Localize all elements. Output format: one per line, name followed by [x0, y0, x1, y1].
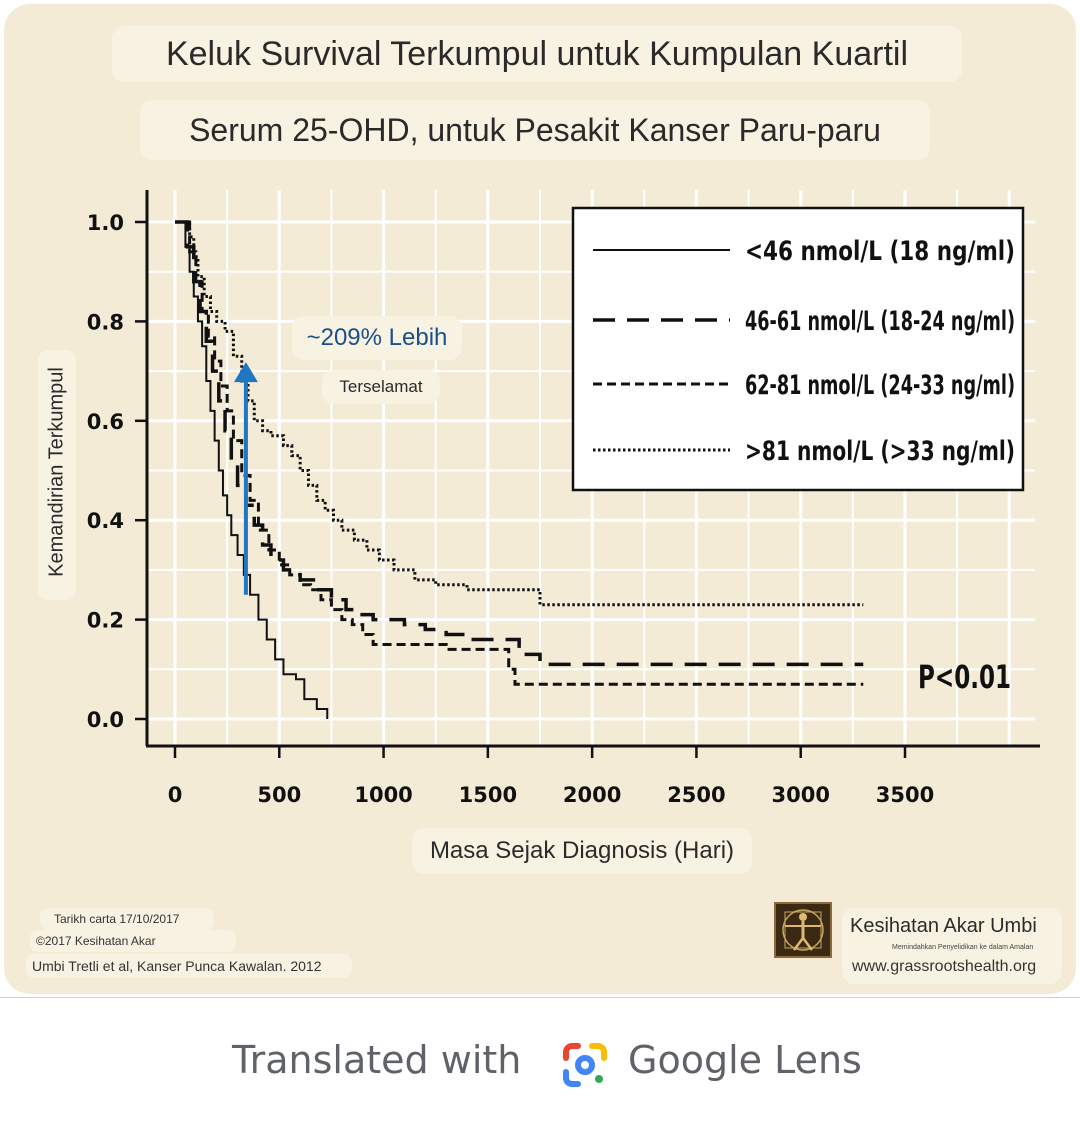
chart-subtitle: Serum 25-OHD, untuk Pesakit Kanser Paru-… — [140, 100, 930, 160]
annotation-arrow — [233, 362, 258, 595]
y-axis-label-bg — [38, 350, 76, 600]
x-tick-label: 2500 — [667, 783, 725, 807]
y-tick-label: 0.4 — [87, 509, 124, 533]
brand-panel — [842, 908, 1062, 984]
legend-label-3: 62-81 nmol/L (24-33 ng/ml) — [745, 370, 1015, 401]
x-tick-label: 1500 — [459, 783, 517, 807]
google-lens-icon — [560, 1040, 610, 1095]
y-tick-labels: 0.0 0.2 0.4 0.6 0.8 1.0 — [87, 211, 124, 732]
legend-label-2: 46-61 nmol/L (18-24 ng/ml) — [745, 306, 1015, 337]
legend-label-1: <46 nmol/L (18 ng/ml) — [745, 236, 1015, 267]
copyright: ©2017 Kesihatan Akar — [30, 930, 236, 952]
x-tick-labels: 0 500 1000 1500 2000 2500 3000 3500 — [168, 783, 935, 807]
vitruvian-man-logo-icon — [774, 902, 832, 958]
series-line-3 — [175, 220, 864, 686]
x-tick-label: 2000 — [563, 783, 621, 807]
divider — [0, 997, 1080, 998]
y-tick-label: 0.8 — [87, 310, 124, 334]
arrow-head — [233, 362, 258, 383]
lens-prefix-text: Translated with — [232, 1038, 522, 1082]
y-tick-label: 0.6 — [87, 410, 124, 434]
source-citation: Umbi Tretli et al, Kanser Punca Kawalan.… — [26, 954, 352, 978]
x-tick-label: 3000 — [771, 783, 829, 807]
annotation-main: ~209% Lebih — [292, 316, 462, 360]
y-tick-label: 0.0 — [87, 708, 124, 732]
axes — [135, 190, 1040, 758]
series-line-1 — [175, 221, 329, 719]
brand-url[interactable]: www.grassrootshealth.org — [852, 958, 1037, 975]
lens-brand-text: Google Lens — [628, 1038, 862, 1082]
legend: <46 nmol/L (18 ng/ml) 46-61 nmol/L (18-24… — [571, 206, 1025, 492]
y-axis-label: Kemandirian Terkumpul — [45, 367, 68, 577]
legend-box — [571, 206, 1025, 492]
x-axis-label: Masa Sejak Diagnosis (Hari) — [412, 828, 752, 874]
annotation-sub: Terselamat — [322, 370, 440, 404]
series-line-2 — [175, 220, 864, 667]
series-lines — [175, 220, 864, 719]
chart-date: Tarikh carta 17/10/2017 — [40, 908, 214, 930]
legend-label-4: >81 nmol/L (>33 ng/ml) — [745, 436, 1015, 467]
y-tick-label: 1.0 — [87, 211, 124, 235]
chart-title: Keluk Survival Terkumpul untuk Kumpulan … — [112, 26, 962, 82]
x-tick-label: 500 — [257, 783, 301, 807]
x-tick-label: 0 — [168, 783, 183, 807]
survival-chart: 0 500 1000 1500 2000 2500 3000 3500 0.00.20.40.… — [87, 190, 1040, 807]
p-value: P<0.01 — [918, 658, 1012, 696]
brand-name: Kesihatan Akar Umbi — [850, 915, 1037, 937]
y-tick-label: 0.2 — [87, 609, 124, 633]
x-tick-label: 1000 — [354, 783, 412, 807]
x-tick-label: 3500 — [876, 783, 934, 807]
series-line-4 — [175, 220, 864, 607]
brand-tagline: Memindahkan Penyelidikan ke dalam Amalan — [892, 944, 1034, 951]
